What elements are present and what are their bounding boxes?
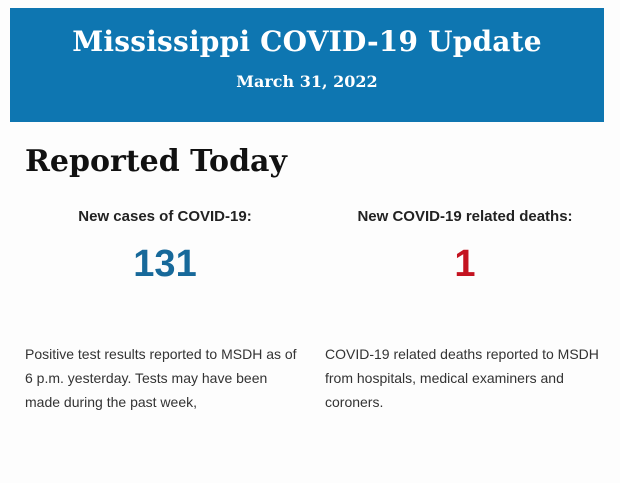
stat-card-new-deaths: New COVID-19 related deaths: 1 COVID-19 … [325, 181, 605, 414]
new-cases-value: 131 [133, 243, 197, 285]
new-cases-description: Positive test results reported to MSDH a… [25, 346, 297, 410]
stat-card-new-cases: New cases of COVID-19: 131 Positive test… [25, 181, 305, 414]
new-cases-label: New cases of COVID-19: [78, 208, 252, 225]
header-banner: Mississippi COVID-19 Update March 31, 20… [10, 8, 604, 122]
section-heading: Reported Today [25, 144, 287, 179]
new-deaths-label: New COVID-19 related deaths: [357, 208, 573, 225]
report-date: March 31, 2022 [236, 72, 378, 91]
page-title: Mississippi COVID-19 Update [72, 25, 542, 58]
stats-grid: New cases of COVID-19: 131 Positive test… [25, 181, 605, 414]
new-deaths-description: COVID-19 related deaths reported to MSDH… [325, 346, 599, 410]
main-content: Reported Today New cases of COVID-19: 13… [25, 122, 605, 414]
new-deaths-value: 1 [454, 243, 476, 285]
